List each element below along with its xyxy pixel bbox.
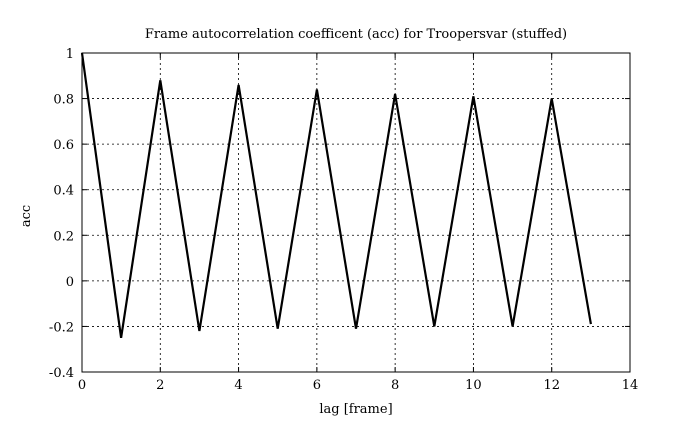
grid-lines	[82, 53, 630, 372]
x-tick-label: 2	[156, 378, 164, 393]
x-axis-label: lag [frame]	[319, 402, 392, 417]
y-tick-label: 1	[66, 47, 74, 62]
x-tick-label: 12	[543, 378, 560, 393]
y-tick-label: 0.4	[53, 184, 74, 199]
y-tick-label: -0.4	[49, 366, 74, 381]
chart-title: Frame autocorrelation coefficent (acc) f…	[145, 27, 567, 42]
y-tick-label: 0	[66, 275, 74, 290]
x-tick-label: 14	[622, 378, 639, 393]
tick-labels: 0 2 4 6 8 10 12 14 -0.4 -0.2 0 0.2 0.4 0.6 0.8 1	[49, 47, 638, 393]
x-tick-label: 4	[234, 378, 242, 393]
series-layer	[80, 52, 592, 338]
x-tick-label: 6	[313, 378, 321, 393]
y-tick-label: -0.2	[49, 320, 74, 335]
y-tick-label: 0.6	[53, 138, 74, 153]
plot-frame	[81, 52, 631, 373]
y-tick-label: 0.2	[53, 229, 74, 244]
x-tick-label: 0	[78, 378, 86, 393]
x-tick-label: 8	[391, 378, 399, 393]
x-tick-label: 10	[465, 378, 482, 393]
acc-series-line	[80, 52, 592, 338]
axis-ticks	[81, 52, 631, 373]
y-axis-label: acc	[19, 205, 34, 227]
y-tick-label: 0.8	[53, 93, 74, 108]
